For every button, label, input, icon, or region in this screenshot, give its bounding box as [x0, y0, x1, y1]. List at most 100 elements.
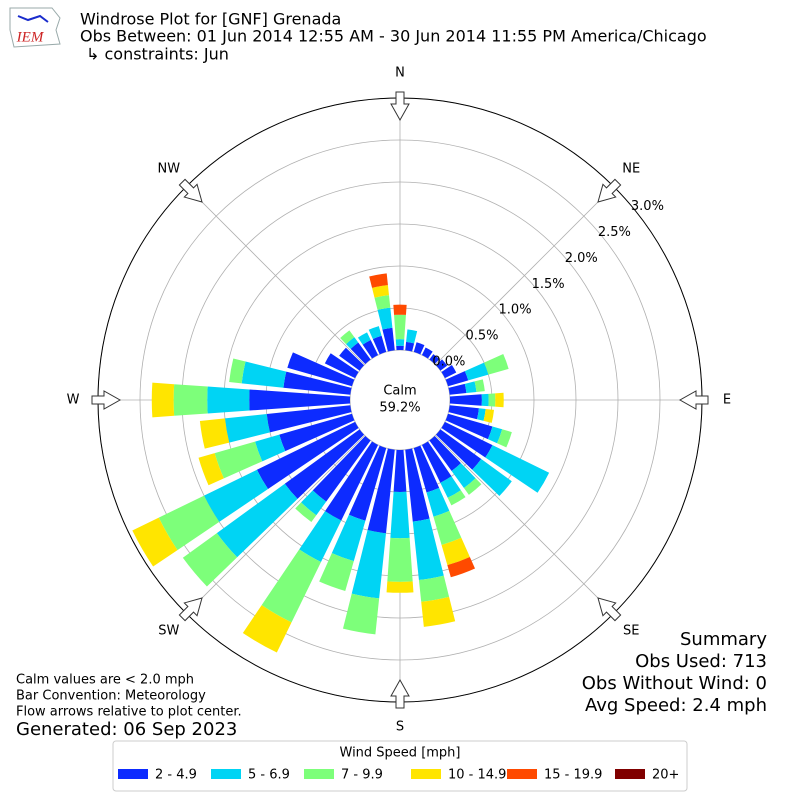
- bar-segment: [319, 553, 354, 591]
- bar-segment: [249, 389, 351, 411]
- bar-segment: [207, 386, 250, 414]
- flow-arrow: [597, 597, 622, 622]
- bar-segment: [426, 487, 450, 517]
- bar-segment: [421, 596, 456, 627]
- logo-text: IEM: [16, 29, 45, 45]
- bar-segment: [429, 354, 440, 365]
- direction-label: SW: [158, 624, 179, 639]
- bar-segment: [406, 329, 418, 344]
- bar-segment: [405, 448, 430, 522]
- summary: Obs Without Wind: 0: [582, 673, 767, 694]
- bar-segment: [351, 530, 386, 599]
- flow-arrow-shape: [390, 678, 410, 709]
- grid-spoke: [435, 435, 614, 614]
- bar-segment: [340, 330, 355, 345]
- bar-segment: [151, 382, 175, 418]
- r-tick-label: 1.5%: [532, 277, 565, 292]
- logo-outline: [9, 7, 61, 48]
- legend-swatch: [615, 769, 645, 779]
- bar-segment: [382, 327, 395, 352]
- bar-segment: [386, 581, 414, 593]
- bar-segment: [393, 304, 407, 315]
- note: Bar Convention: Meteorology: [16, 689, 206, 704]
- summary: Obs Used: 713: [635, 651, 767, 672]
- note: Flow arrows relative to plot center.: [16, 705, 242, 720]
- bar-segment: [435, 359, 448, 371]
- bar-segment: [132, 517, 178, 567]
- legend-swatch: [411, 769, 441, 779]
- r-tick-label: 2.0%: [565, 251, 598, 266]
- bar-segment: [495, 392, 504, 408]
- bar-segment: [256, 421, 359, 490]
- bar-segment: [474, 379, 485, 392]
- bar-segment: [342, 593, 380, 635]
- flow-arrow-shape: [390, 91, 410, 122]
- legend: 2 - 4.9 5 - 6.9 7 - 9.9 10 - 14.9 15 - 19.9 2…: [118, 768, 679, 783]
- bar-segment: [413, 342, 425, 355]
- bar-segment: [279, 413, 355, 452]
- legend-label: 15 - 19.9: [544, 768, 602, 783]
- bar-segment: [390, 491, 410, 539]
- bar-segment: [445, 413, 493, 440]
- bar-segment: [435, 429, 482, 470]
- flow-arrow: [390, 91, 410, 122]
- bar-segment: [182, 533, 238, 587]
- bar-segment: [204, 469, 269, 522]
- bar-segment: [418, 575, 450, 602]
- legend-box: [112, 740, 688, 792]
- bar-segment: [387, 537, 413, 582]
- legend-label: 2 - 4.9: [155, 768, 197, 783]
- bar-segment: [421, 441, 452, 483]
- direction-label: W: [67, 393, 80, 408]
- flow-arrow: [178, 178, 203, 203]
- bar-segment: [447, 490, 466, 506]
- bar-segment: [377, 307, 393, 330]
- note: Calm values are < 2.0 mph: [16, 673, 194, 688]
- bar-segment: [405, 341, 415, 352]
- bar-segment: [325, 441, 379, 521]
- bar-segment: [396, 345, 404, 351]
- r-tick-label: 3.0%: [631, 199, 664, 214]
- bar-segment: [448, 383, 467, 395]
- bar-segment: [287, 352, 355, 387]
- flow-arrow: [678, 390, 709, 410]
- bar-segment: [445, 371, 469, 387]
- bar-segment: [485, 445, 550, 493]
- bar-segment: [464, 381, 477, 394]
- constraints: ↳ constraints: Jun: [86, 45, 229, 64]
- flow-arrow-shape: [678, 390, 709, 410]
- bar-segment: [295, 502, 317, 522]
- direction-label: N: [395, 66, 405, 81]
- legend-label: 5 - 6.9: [248, 768, 290, 783]
- bar-segment: [488, 393, 496, 407]
- bar-segment: [487, 426, 503, 444]
- bar-segment: [484, 354, 509, 375]
- bar-segment: [393, 449, 407, 492]
- bar-segment: [324, 353, 359, 379]
- bar-segment: [199, 418, 230, 449]
- flow-arrow-shape: [178, 597, 203, 622]
- bar-segment: [350, 342, 371, 365]
- logo: IEM: [9, 7, 61, 48]
- grid-spoke: [186, 435, 365, 614]
- bar-segment: [429, 435, 461, 472]
- direction-label: E: [723, 393, 731, 408]
- bar-segment: [449, 394, 482, 406]
- flow-arrow-shape: [597, 178, 622, 203]
- bar-segment: [412, 518, 444, 581]
- bar-segment: [441, 364, 457, 379]
- bar-segment: [348, 445, 387, 521]
- legend-label: 10 - 14.9: [448, 768, 506, 783]
- bar-segment: [464, 362, 489, 381]
- flow-arrow-shape: [178, 178, 203, 203]
- bar-segment: [463, 478, 482, 495]
- bar-segment: [372, 335, 387, 355]
- chart-title: Windrose Plot for [GNF] Grenada: [80, 10, 341, 29]
- bar-segment: [357, 332, 371, 345]
- calm-value: 59.2%: [379, 401, 420, 416]
- grid-spoke: [435, 186, 614, 365]
- bar-segment: [448, 405, 479, 420]
- bar-segment: [261, 549, 322, 623]
- bar-segment: [447, 556, 476, 578]
